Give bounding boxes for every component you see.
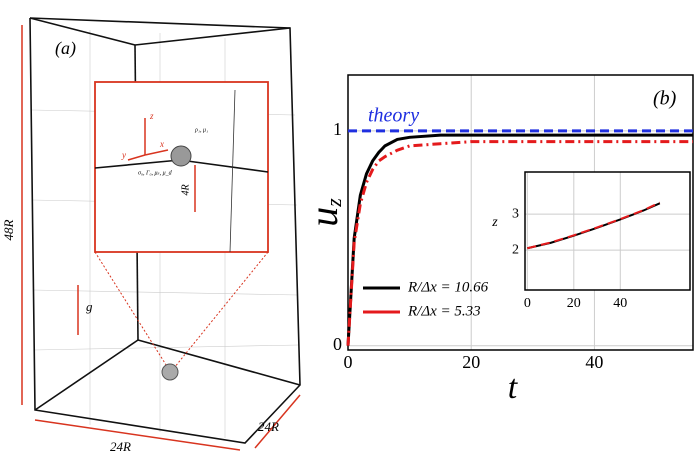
interface-props: σ₀, Γ₀, μₛ, μ_d <box>138 170 173 176</box>
width-label: 24R <box>110 439 131 454</box>
panel-label: (a) <box>55 38 76 59</box>
y-axis-label-sub: z <box>321 198 346 208</box>
x-axis-label: x <box>159 139 164 149</box>
series-line <box>346 133 693 346</box>
zoom-line <box>94 251 169 369</box>
panel-label: (b) <box>653 88 677 110</box>
legend-label: R/Δx = 5.33 <box>407 303 481 319</box>
height-label: 48R <box>1 219 16 240</box>
plot-frame <box>524 171 691 291</box>
y-tick-label: 1 <box>333 119 342 139</box>
plot-area <box>525 172 690 290</box>
droplet <box>161 363 179 381</box>
series-line <box>527 201 661 250</box>
legend-label: R/Δx = 10.66 <box>407 279 489 295</box>
distance-label: 4R <box>180 184 191 195</box>
y-tick-label: 3 <box>512 206 519 221</box>
series-line <box>346 140 693 346</box>
zoom-box <box>94 81 269 253</box>
plot-frame <box>347 74 694 351</box>
panel-a: (a) 48R 24R 24R g z y x ρ₁, μ₁ σ₀, Γ₀, μ… <box>1 17 301 454</box>
fluid-props: ρ₁, μ₁ <box>194 127 208 133</box>
droplet-zoom <box>170 145 192 167</box>
zoom-line <box>173 251 269 369</box>
x-tick-label: 40 <box>613 296 627 311</box>
axes-arrows <box>21 25 301 451</box>
y-axis-label: z <box>491 215 498 230</box>
x-axis-label: t <box>508 369 519 406</box>
y-axis-label: uz <box>301 198 346 227</box>
y-tick-label: 0 <box>333 334 342 354</box>
depth-label: 24R <box>258 419 279 434</box>
x-tick-label: 20 <box>567 296 581 311</box>
gravity-label: g <box>86 299 93 314</box>
x-tick-label: 40 <box>585 352 603 372</box>
y-axis-label-main: u <box>301 207 346 227</box>
y-axis-label: y <box>121 150 126 160</box>
edge <box>229 89 236 253</box>
x-tick-label: 20 <box>462 352 480 372</box>
y-tick-label: 2 <box>512 242 519 257</box>
x-tick-label: 0 <box>344 352 353 372</box>
z-axis-label: z <box>149 111 154 121</box>
series-annotation: theory <box>368 104 419 126</box>
x-tick-label: 0 <box>524 296 531 311</box>
